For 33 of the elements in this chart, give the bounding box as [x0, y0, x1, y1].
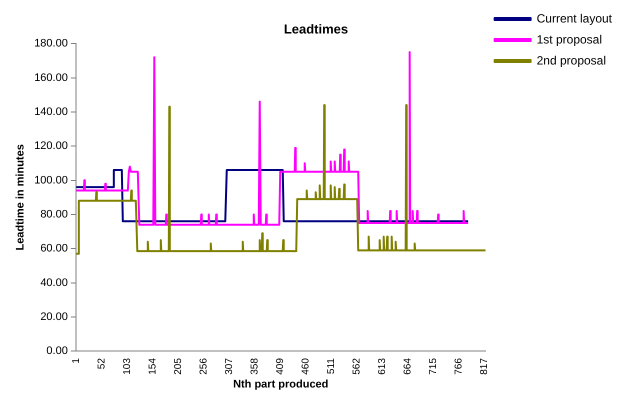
- y-tick-label: 60.00: [40, 242, 68, 255]
- x-tick-label: 409: [274, 358, 286, 375]
- y-axis-title: Leadtime in minutes: [14, 144, 27, 251]
- y-tick-label: 120.00: [34, 140, 68, 152]
- y-tick-label: 20.00: [40, 310, 68, 323]
- x-tick-label: 205: [173, 358, 184, 375]
- x-tick-label: 817: [478, 358, 490, 375]
- x-tick-label: 1: [71, 358, 82, 364]
- x-tick-label: 256: [198, 358, 210, 375]
- y-tick-label: 0.00: [46, 345, 68, 358]
- y-tick-label: 180.00: [34, 38, 68, 50]
- x-tick-label: 766: [453, 358, 464, 375]
- x-tick-label: 715: [428, 358, 439, 375]
- x-tick-label: 460: [300, 358, 312, 375]
- chart-title: Leadtimes: [284, 21, 348, 36]
- x-tick-label: 511: [326, 358, 337, 374]
- x-tick-label: 52: [96, 358, 108, 370]
- y-tick-label: 40.00: [40, 276, 68, 289]
- legend-label: 2nd proposal: [536, 53, 606, 68]
- x-tick-label: 103: [122, 358, 134, 375]
- x-axis-title: Nth part produced: [233, 378, 328, 390]
- y-tick-label: 160.00: [34, 72, 68, 84]
- y-tick-label: 80.00: [40, 208, 68, 220]
- legend-label: 1st proposal: [536, 32, 602, 46]
- x-tick-label: 307: [224, 358, 236, 375]
- y-tick-label: 140.00: [34, 106, 68, 118]
- legend-label: Current layout: [536, 11, 613, 26]
- x-tick-label: 358: [250, 358, 260, 375]
- x-tick-label: 154: [148, 358, 159, 375]
- x-tick-label: 562: [351, 358, 362, 375]
- x-tick-label: 664: [402, 358, 414, 375]
- y-tick-label: 100.00: [34, 174, 68, 186]
- x-tick-label: 613: [376, 358, 388, 375]
